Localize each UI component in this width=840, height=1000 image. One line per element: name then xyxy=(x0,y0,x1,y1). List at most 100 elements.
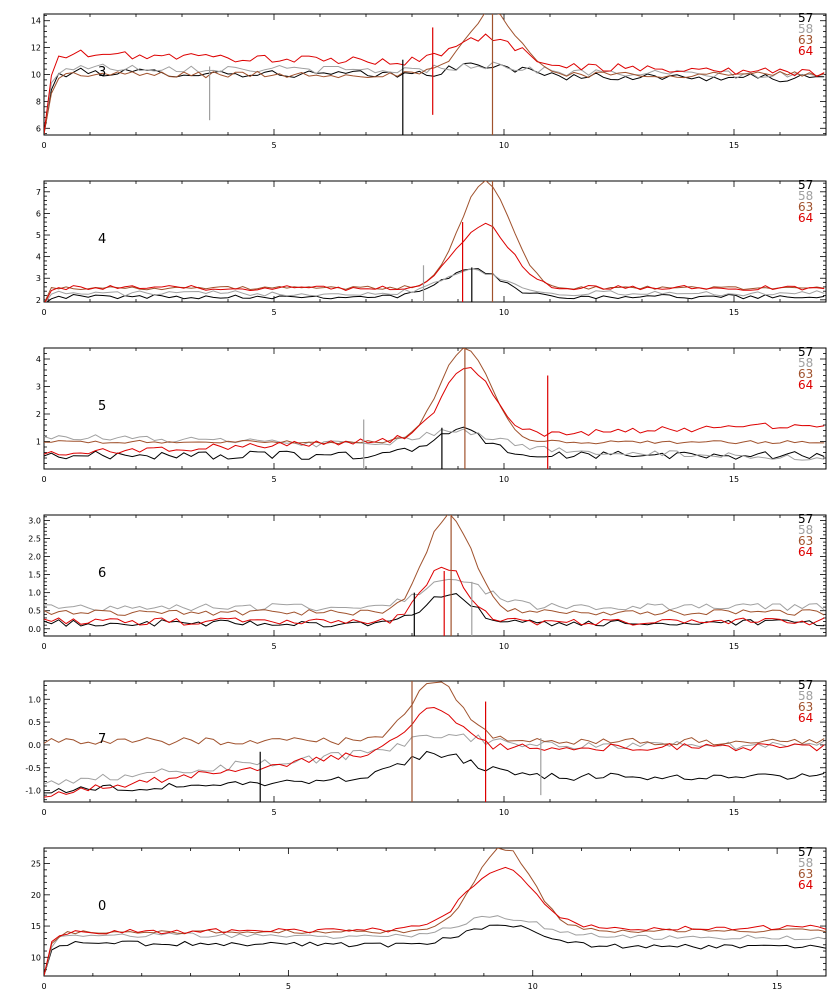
series-line-64 xyxy=(44,366,825,456)
legend-entry-63: 63 xyxy=(798,367,813,381)
series-line-63 xyxy=(44,181,825,302)
legend-entry-57: 57 xyxy=(798,845,813,859)
legend-entry-58: 58 xyxy=(798,689,813,703)
series-line-58 xyxy=(45,268,825,302)
x-tick-label: 5 xyxy=(271,141,276,150)
series-line-63 xyxy=(44,348,825,445)
x-tick-label: 5 xyxy=(286,982,291,991)
legend-entry-64: 64 xyxy=(798,211,813,225)
axes-frame xyxy=(43,347,827,470)
axes-frame xyxy=(43,13,827,136)
series-line-57 xyxy=(44,924,826,976)
series-line-58 xyxy=(44,61,825,134)
y-tick-label: 1.5 xyxy=(28,571,41,580)
y-tick-label: 1.0 xyxy=(28,695,41,704)
axes-frame xyxy=(43,180,827,303)
series-line-58 xyxy=(44,578,825,612)
series-line-63 xyxy=(44,515,825,616)
y-tick-label: -1.0 xyxy=(25,787,41,796)
y-tick-label: 5 xyxy=(36,231,41,240)
x-tick-label: 10 xyxy=(499,808,509,817)
legend-entry-63: 63 xyxy=(798,534,813,548)
x-tick-label: 0 xyxy=(41,475,46,484)
x-tick-label: 15 xyxy=(772,982,782,991)
legend-entry-58: 58 xyxy=(798,22,813,36)
x-tick-label: 0 xyxy=(41,642,46,651)
legend-entry-63: 63 xyxy=(798,33,813,47)
x-tick-label: 0 xyxy=(41,308,46,317)
y-tick-label: 3.0 xyxy=(28,516,41,525)
x-tick-label: 10 xyxy=(528,982,538,991)
y-tick-label: -0.5 xyxy=(25,764,41,773)
legend-entry-57: 57 xyxy=(798,345,813,359)
y-tick-label: 15 xyxy=(31,922,41,931)
x-tick-label: 5 xyxy=(271,308,276,317)
legend-entry-58: 58 xyxy=(798,523,813,537)
x-tick-label: 15 xyxy=(729,141,739,150)
series-line-64 xyxy=(44,706,825,798)
y-tick-label: 6 xyxy=(36,124,41,133)
y-tick-label: 14 xyxy=(31,17,41,26)
panel-label: 5 xyxy=(98,399,106,414)
legend-entry-63: 63 xyxy=(798,700,813,714)
y-tick-label: 0.5 xyxy=(28,607,41,616)
series-line-64 xyxy=(44,866,826,976)
series-line-58 xyxy=(44,915,826,976)
y-tick-label: 8 xyxy=(36,97,41,106)
y-tick-label: 7 xyxy=(36,188,41,197)
legend-entry-63: 63 xyxy=(798,200,813,214)
x-tick-label: 0 xyxy=(41,982,46,991)
series-line-64 xyxy=(44,566,825,626)
x-tick-label: 15 xyxy=(729,642,739,651)
x-tick-label: 10 xyxy=(499,141,509,150)
legend-entry-57: 57 xyxy=(798,178,813,192)
y-tick-label: 3 xyxy=(36,274,41,283)
y-tick-label: 1 xyxy=(36,438,41,447)
axes-frame xyxy=(43,680,827,803)
y-tick-label: 2.0 xyxy=(28,553,41,562)
series-line-58 xyxy=(44,428,825,461)
panel-label: 7 xyxy=(98,732,106,747)
x-tick-label: 0 xyxy=(41,808,46,817)
x-tick-label: 15 xyxy=(729,475,739,484)
panel-label: 0 xyxy=(98,899,106,914)
legend-entry-57: 57 xyxy=(798,512,813,526)
axes-frame xyxy=(43,514,827,637)
series-line-57 xyxy=(44,426,825,460)
y-tick-label: 25 xyxy=(31,860,41,869)
series-line-64 xyxy=(44,33,825,134)
y-tick-label: 20 xyxy=(31,891,41,900)
legend-entry-64: 64 xyxy=(798,878,813,892)
x-tick-label: 0 xyxy=(41,141,46,150)
legend-entry-58: 58 xyxy=(798,856,813,870)
legend-entry-57: 57 xyxy=(798,678,813,692)
y-tick-label: 4 xyxy=(36,253,41,262)
legend-entry-64: 64 xyxy=(798,44,813,58)
panel-label: 3 xyxy=(98,65,106,80)
panel-label: 6 xyxy=(98,566,106,581)
x-tick-label: 10 xyxy=(499,475,509,484)
series-line-57 xyxy=(44,750,825,794)
y-tick-label: 2.5 xyxy=(28,534,41,543)
series-line-63 xyxy=(44,681,825,746)
legend-entry-64: 64 xyxy=(798,378,813,392)
y-tick-label: 3 xyxy=(36,383,41,392)
series-line-64 xyxy=(44,222,825,302)
series-line-57 xyxy=(46,268,825,302)
y-tick-label: 12 xyxy=(31,44,41,53)
x-tick-label: 15 xyxy=(729,308,739,317)
y-tick-label: 4 xyxy=(36,355,41,364)
series-line-57 xyxy=(44,593,825,628)
y-tick-label: 0.5 xyxy=(28,718,41,727)
legend-entry-57: 57 xyxy=(798,11,813,25)
y-tick-label: 2 xyxy=(36,410,41,419)
legend-entry-63: 63 xyxy=(798,867,813,881)
y-tick-label: 6 xyxy=(36,209,41,218)
y-tick-label: 2 xyxy=(36,296,41,305)
y-tick-label: 0.0 xyxy=(28,741,41,750)
